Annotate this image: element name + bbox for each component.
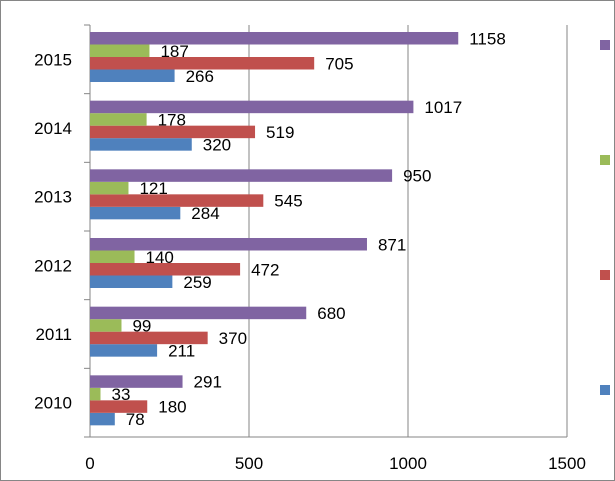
data-label: 33	[111, 385, 130, 404]
bar	[90, 344, 158, 357]
data-label: 472	[251, 260, 279, 279]
bar	[90, 69, 175, 82]
legend-key	[600, 40, 610, 50]
x-tick-label: 1000	[389, 454, 427, 473]
data-label: 178	[158, 110, 186, 129]
y-tick-label: 2013	[34, 188, 72, 207]
legend-key	[600, 270, 610, 280]
bar	[90, 306, 307, 320]
bar	[90, 125, 256, 139]
data-label: 1017	[424, 98, 462, 117]
bar	[90, 238, 367, 251]
data-label: 871	[378, 235, 406, 254]
y-tick-label: 2011	[35, 325, 72, 344]
data-label: 211	[168, 341, 195, 360]
data-label: 99	[132, 316, 151, 335]
y-tick-label: 2010	[34, 394, 72, 413]
bar	[90, 400, 148, 413]
data-label: 545	[274, 192, 302, 211]
legend-key	[600, 385, 610, 395]
data-label: 284	[191, 204, 219, 223]
bar	[90, 181, 129, 195]
data-label: 140	[146, 248, 174, 267]
data-label: 950	[403, 167, 431, 186]
bar	[90, 387, 101, 401]
data-label: 519	[266, 123, 294, 142]
bar	[90, 194, 264, 207]
data-label: 370	[219, 329, 247, 348]
data-label: 680	[317, 304, 345, 323]
bar	[90, 250, 135, 263]
bar	[90, 375, 183, 388]
data-label: 180	[158, 398, 186, 417]
bar	[90, 331, 208, 345]
bar	[90, 100, 414, 114]
y-tick-label: 2015	[34, 50, 72, 69]
bar	[90, 169, 393, 182]
bar	[90, 113, 147, 126]
y-tick-label: 2012	[34, 256, 72, 275]
bar	[90, 32, 459, 45]
y-tick-label: 2014	[34, 119, 72, 138]
x-tick-label: 0	[85, 454, 94, 473]
data-label: 705	[325, 54, 353, 73]
bar	[90, 263, 241, 276]
bar	[90, 412, 115, 426]
data-label: 187	[160, 42, 188, 61]
data-label: 320	[203, 135, 231, 154]
data-label: 78	[126, 410, 145, 429]
legend-key	[600, 155, 610, 165]
x-tick-label: 1500	[548, 454, 586, 473]
bar	[90, 275, 173, 288]
data-label: 266	[186, 67, 214, 86]
bar	[90, 44, 150, 57]
bar	[90, 138, 192, 151]
x-tick-label: 500	[235, 454, 263, 473]
data-label: 291	[194, 373, 222, 392]
bar	[90, 57, 315, 70]
bar	[90, 206, 181, 220]
data-label: 121	[139, 179, 167, 198]
data-label: 1158	[469, 29, 506, 48]
data-label: 259	[183, 273, 211, 292]
bar	[90, 319, 122, 332]
